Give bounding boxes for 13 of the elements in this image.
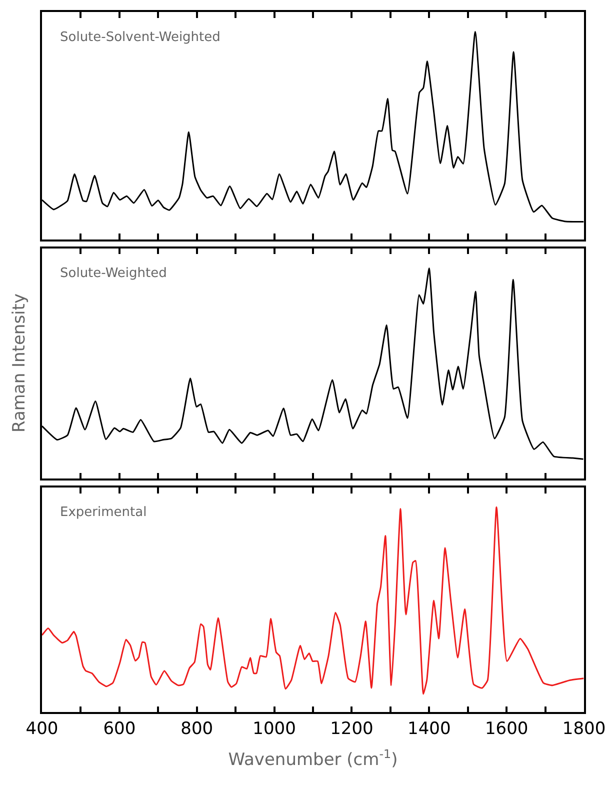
x-tick-label: 1600 xyxy=(484,719,528,740)
x-axis-title: Wavenumber (cm$^{-1}$) xyxy=(228,746,398,770)
x-tick-label: 1800 xyxy=(562,719,606,740)
x-tick-label: 1000 xyxy=(252,719,296,740)
chart-title: Solute-Solvent-Weighted xyxy=(60,30,220,45)
x-tick-label: 600 xyxy=(103,719,136,740)
x-tick-label: 400 xyxy=(26,719,58,740)
chart-title: Solute-Weighted xyxy=(60,266,167,281)
y-axis-title: Raman Intensity xyxy=(10,293,30,432)
x-tick-label: 1200 xyxy=(330,719,374,740)
x-tick-label: 800 xyxy=(180,719,214,740)
x-tick-label: 1400 xyxy=(408,719,451,740)
chart-title: Experimental xyxy=(60,505,147,520)
